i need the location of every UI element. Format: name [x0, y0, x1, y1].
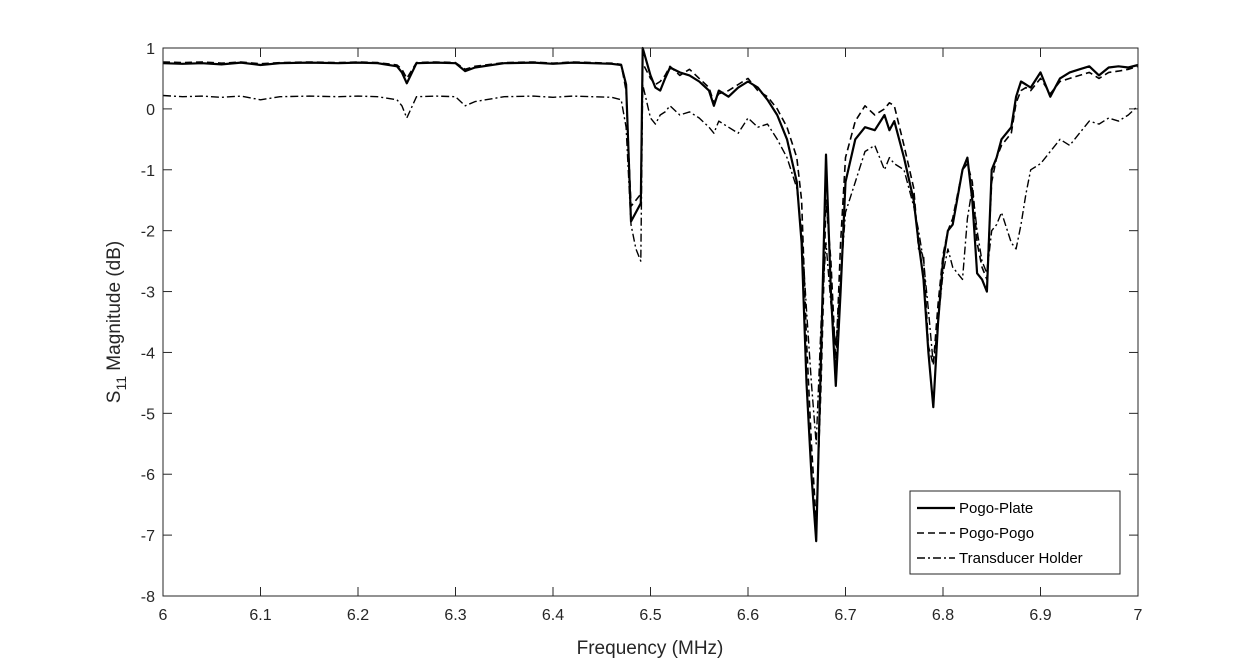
- y-tick-label: 1: [146, 41, 155, 58]
- y-axis-label-base: S: [104, 391, 125, 404]
- series-line-pogo-plate: [162, 46, 1139, 543]
- legend-label-pogo-pogo: Pogo-Pogo: [959, 525, 1034, 542]
- x-tick-label: 7: [1134, 607, 1143, 624]
- x-tick-label: 6: [159, 607, 168, 624]
- y-tick-label: 0: [146, 102, 155, 119]
- y-tick-label: -3: [141, 285, 155, 302]
- axis-ticks: 6 6.1 6.2 6.3 6.4 6.5 6.6 6.7 6.8 6.9 7 -8 -7 -6 -5 -4 -…: [141, 41, 1143, 624]
- y-tick-label: -6: [141, 467, 155, 484]
- y-tick-label: -5: [141, 406, 155, 423]
- y-tick-label: -1: [141, 163, 155, 180]
- x-tick-label: 6.1: [249, 607, 271, 624]
- x-tick-label: 6.3: [444, 607, 466, 624]
- series-layer: [162, 46, 1139, 543]
- y-tick-label: -2: [141, 224, 155, 241]
- legend-label-pogo-plate: Pogo-Plate: [959, 500, 1033, 517]
- y-tick-label: -7: [141, 528, 155, 545]
- x-tick-label: 6.2: [347, 607, 369, 624]
- x-tick-label: 6.5: [639, 607, 661, 624]
- series-line-transducer-holder: [162, 83, 1139, 445]
- y-axis-label-rest: Magnitude (dB): [104, 241, 125, 376]
- y-tick-label: -4: [141, 345, 155, 362]
- x-tick-label: 6.9: [1029, 607, 1051, 624]
- x-tick-label: 6.7: [834, 607, 856, 624]
- x-tick-label: 6.6: [737, 607, 759, 624]
- y-axis-label-sub: 11: [113, 376, 129, 391]
- x-axis-label: Frequency (MHz): [577, 638, 724, 659]
- axes-box: [162, 47, 1139, 597]
- legend-label-transducer-holder: Transducer Holder: [959, 550, 1083, 567]
- x-tick-label: 6.4: [542, 607, 564, 624]
- y-axis-label: S11 Magnitude (dB): [104, 241, 129, 403]
- x-tick-label: 6.8: [932, 607, 954, 624]
- legend: Pogo-Plate Pogo-Pogo Transducer Holder: [909, 490, 1121, 575]
- y-tick-label: -8: [141, 589, 155, 606]
